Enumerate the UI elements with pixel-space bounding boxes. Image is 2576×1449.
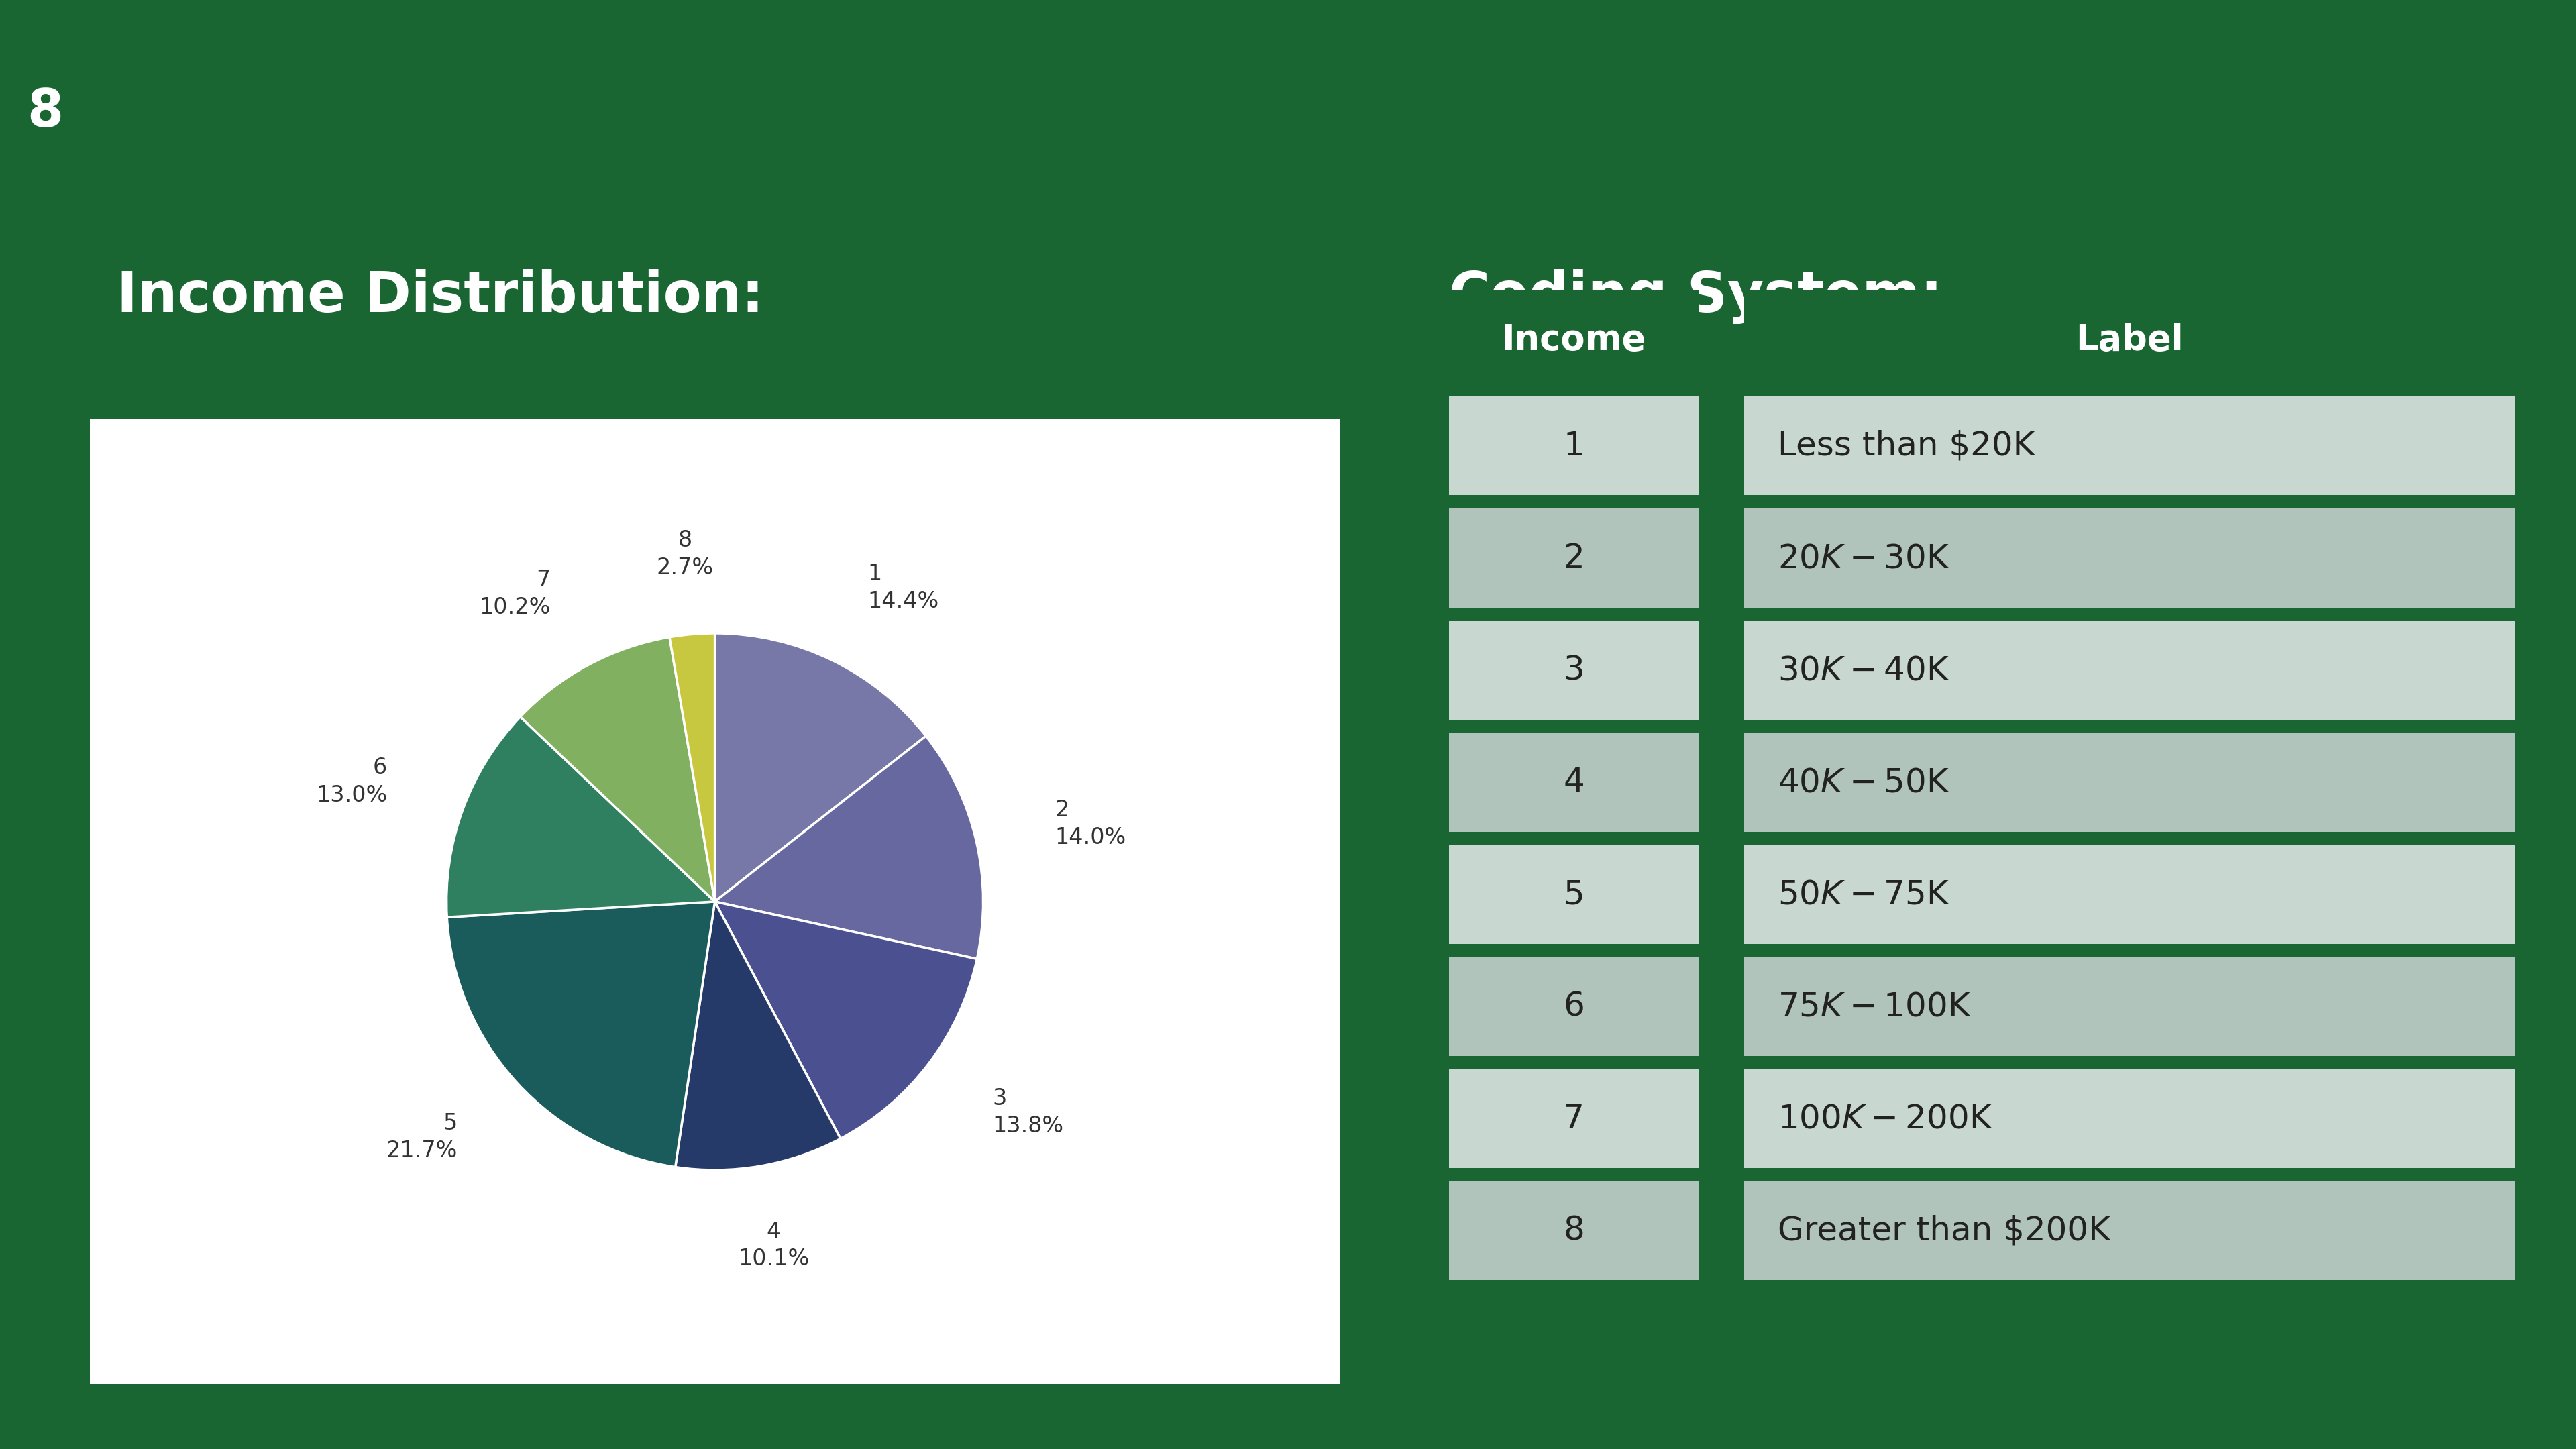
Text: 4
10.1%: 4 10.1% xyxy=(739,1220,809,1271)
Bar xyxy=(1744,1069,2514,1168)
Bar xyxy=(1744,733,2514,832)
Text: 8: 8 xyxy=(1564,1214,1584,1248)
Bar xyxy=(1450,733,1698,832)
Bar xyxy=(1450,845,1698,943)
Text: Coding System:: Coding System: xyxy=(1450,268,1942,323)
Bar xyxy=(1450,291,1698,390)
Text: Label: Label xyxy=(2076,323,2184,358)
Text: 2: 2 xyxy=(1564,542,1584,574)
Text: $20K - $30K: $20K - $30K xyxy=(1777,542,1950,574)
Text: 1
14.4%: 1 14.4% xyxy=(868,564,938,613)
Bar xyxy=(1450,509,1698,607)
Wedge shape xyxy=(675,901,840,1169)
Text: $30K - $40K: $30K - $40K xyxy=(1777,653,1950,687)
Text: 6: 6 xyxy=(1564,991,1584,1023)
Text: Income Distribution:: Income Distribution: xyxy=(116,268,762,323)
Wedge shape xyxy=(714,736,984,959)
Text: 5
21.7%: 5 21.7% xyxy=(386,1113,459,1162)
Bar xyxy=(1744,622,2514,720)
Bar xyxy=(1450,958,1698,1056)
Wedge shape xyxy=(448,901,714,1166)
Bar xyxy=(1450,622,1698,720)
Bar xyxy=(1744,958,2514,1056)
Wedge shape xyxy=(714,901,976,1139)
Bar xyxy=(1450,397,1698,496)
Bar xyxy=(1744,509,2514,607)
Text: 7: 7 xyxy=(1564,1103,1584,1135)
Text: 1: 1 xyxy=(1564,430,1584,462)
Wedge shape xyxy=(714,633,925,901)
FancyBboxPatch shape xyxy=(77,410,1352,1394)
Text: $100K - $200K: $100K - $200K xyxy=(1777,1103,1994,1135)
Text: 5: 5 xyxy=(1564,878,1584,910)
Bar xyxy=(1744,845,2514,943)
Bar xyxy=(1450,1181,1698,1279)
Bar xyxy=(1744,291,2514,390)
Bar xyxy=(1744,397,2514,496)
Text: 8: 8 xyxy=(26,87,64,138)
Text: 3: 3 xyxy=(1564,653,1584,687)
Text: $75K - $100K: $75K - $100K xyxy=(1777,991,1971,1023)
Text: 2
14.0%: 2 14.0% xyxy=(1056,798,1126,849)
Text: 4: 4 xyxy=(1564,767,1584,798)
Wedge shape xyxy=(446,717,714,917)
Text: 3
13.8%: 3 13.8% xyxy=(992,1088,1064,1137)
Text: $50K - $75K: $50K - $75K xyxy=(1777,878,1950,910)
Text: Income: Income xyxy=(1502,323,1646,358)
Text: $40K - $50K: $40K - $50K xyxy=(1777,767,1950,798)
Text: Less than $20K: Less than $20K xyxy=(1777,430,2035,462)
Bar xyxy=(1744,1181,2514,1279)
Text: Survey Demographics: Income: Survey Demographics: Income xyxy=(111,67,1703,158)
Bar xyxy=(1450,1069,1698,1168)
Wedge shape xyxy=(520,638,714,901)
Text: 7
10.2%: 7 10.2% xyxy=(479,569,551,619)
Wedge shape xyxy=(670,633,714,901)
Text: 6
13.0%: 6 13.0% xyxy=(317,756,386,807)
Text: Greater than $200K: Greater than $200K xyxy=(1777,1214,2110,1248)
Text: 8
2.7%: 8 2.7% xyxy=(657,529,714,578)
